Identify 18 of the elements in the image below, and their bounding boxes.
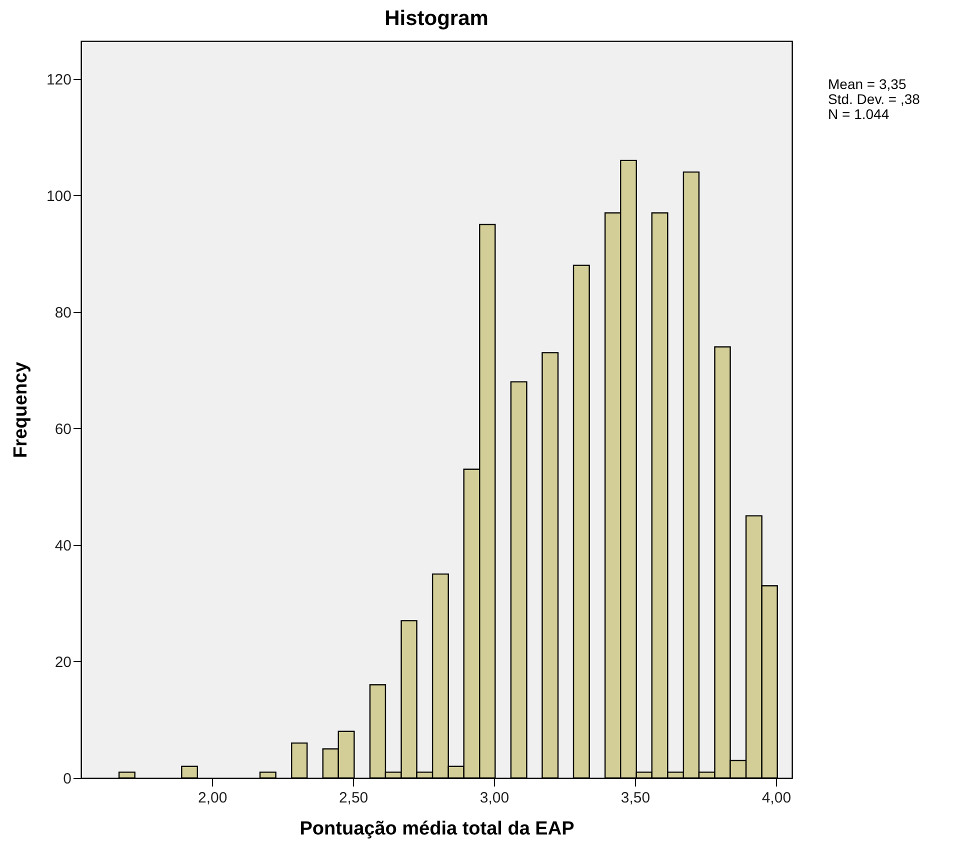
x-tick-label: 4,00 bbox=[762, 790, 792, 806]
y-tick-label: 0 bbox=[63, 770, 72, 788]
x-tick-label: 2,50 bbox=[338, 790, 368, 806]
y-axis-title: Frequency bbox=[10, 362, 32, 458]
text: Mean = 3,35 bbox=[828, 76, 906, 92]
y-tick-label: 120 bbox=[46, 71, 72, 88]
x-tick-label: 2,00 bbox=[198, 790, 228, 806]
x-tick-label: 3,50 bbox=[620, 790, 650, 806]
text: N = 1.044 bbox=[828, 106, 890, 122]
x-axis-title: Pontuação média total da EAP bbox=[300, 818, 575, 840]
text: Std. Dev. = ,38 bbox=[828, 91, 920, 107]
y-tick-label: 80 bbox=[54, 304, 72, 322]
y-tick-label: 20 bbox=[54, 654, 72, 671]
y-tick-label: 100 bbox=[46, 188, 72, 205]
chart-title: Histogram bbox=[384, 7, 488, 30]
y-tick-label: 60 bbox=[54, 420, 72, 438]
x-tick-label: 3,00 bbox=[480, 790, 510, 806]
y-tick-label: 40 bbox=[54, 537, 72, 554]
